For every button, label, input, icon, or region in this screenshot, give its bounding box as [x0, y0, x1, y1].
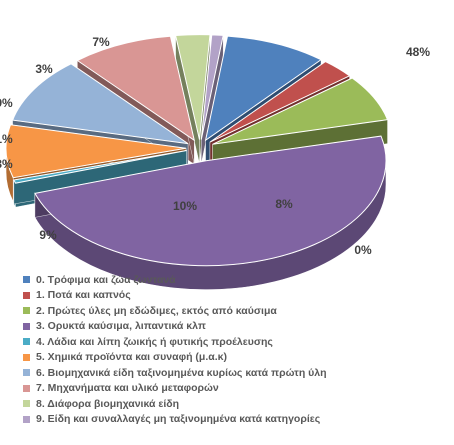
legend-label: 9. Είδη και συναλλαγές μη ταξινομημένα κ…: [36, 413, 321, 426]
slice-label-6: 10%: [173, 199, 197, 213]
slice-label-5: 8%: [275, 197, 293, 211]
slice-label-8: 3%: [0, 157, 13, 171]
pie-slice-8: [174, 34, 211, 164]
legend-label: 1. Ποτά και καπνός: [36, 289, 131, 302]
legend-label: 2. Πρώτες ύλες μη εδώδιμες, εκτός από κα…: [36, 304, 277, 317]
legend-item-8: 8. Διάφορα βιομηχανικά είδη: [23, 396, 327, 412]
slice-label-9: 1%: [0, 132, 13, 146]
chart-legend: 0. Τρόφιμα και ζώα ζωντανά 1. Ποτά και κα…: [23, 272, 327, 427]
legend-item-0: 0. Τρόφιμα και ζώα ζωντανά: [23, 272, 327, 288]
legend-swatch: [23, 276, 30, 284]
slice-label-2: 7%: [92, 35, 110, 49]
legend-item-3: 3. Ορυκτά καύσιμα, λιπαντικά κλπ: [23, 319, 327, 335]
pie-slice-9: [200, 34, 224, 164]
legend-swatch: [23, 369, 30, 377]
legend-label: 0. Τρόφιμα και ζώα ζωντανά: [36, 273, 176, 286]
legend-swatch: [23, 353, 30, 361]
legend-item-9: 9. Είδη και συναλλαγές μη ταξινομημένα κ…: [23, 412, 327, 428]
legend-label: 8. Διάφορα βιομηχανικά είδη: [36, 397, 180, 410]
legend-label: 6. Βιομηχανικά είδη ταξινομημένα κυρίως …: [36, 366, 327, 379]
legend-swatch: [23, 338, 30, 346]
legend-item-6: 6. Βιομηχανικά είδη ταξινομημένα κυρίως …: [23, 365, 327, 381]
legend-item-1: 1. Ποτά και καπνός: [23, 288, 327, 304]
legend-item-7: 7. Μηχανήματα και υλικό μεταφορών: [23, 381, 327, 397]
slice-label-4: 0%: [354, 243, 372, 257]
legend-swatch: [23, 291, 30, 299]
legend-label: 5. Χημικά προϊόντα και συναφή (μ.α.κ): [36, 351, 227, 364]
legend-swatch: [23, 400, 30, 408]
legend-swatch: [23, 322, 30, 330]
pie-slice-3: [34, 135, 387, 290]
legend-item-2: 2. Πρώτες ύλες μη εδώδιμες, εκτός από κα…: [23, 303, 327, 319]
legend-swatch: [23, 384, 30, 392]
slice-label-3: 48%: [406, 45, 430, 59]
legend-item-4: 4. Λάδια και λίπη ζωικής ή φυτικής προέλ…: [23, 334, 327, 350]
legend-item-5: 5. Χημικά προϊόντα και συναφή (μ.α.κ): [23, 350, 327, 366]
legend-label: 4. Λάδια και λίπη ζωικής ή φυτικής προέλ…: [36, 335, 273, 348]
legend-swatch: [23, 415, 30, 423]
legend-label: 7. Μηχανήματα και υλικό μεταφορών: [36, 382, 219, 395]
legend-label: 3. Ορυκτά καύσιμα, λιπαντικά κλπ: [36, 320, 206, 333]
slice-label-1: 3%: [35, 62, 53, 76]
slice-label-0: 9%: [0, 96, 13, 110]
slice-label-7: 9%: [39, 228, 57, 242]
legend-swatch: [23, 307, 30, 315]
